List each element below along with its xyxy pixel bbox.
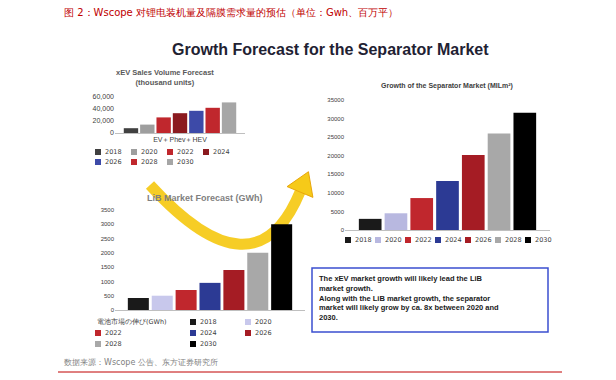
svg-text:2030: 2030 xyxy=(177,158,194,166)
svg-text:数据来源：Wscope 公告、东方证券研究所: 数据来源：Wscope 公告、东方证券研究所 xyxy=(64,358,218,367)
svg-text:2026: 2026 xyxy=(255,329,272,337)
svg-text:2018: 2018 xyxy=(200,318,217,326)
svg-text:Growth of the Separator Market: Growth of the Separator Market (MILm²) xyxy=(381,82,513,90)
svg-text:2500: 2500 xyxy=(101,236,115,242)
svg-text:20000: 20000 xyxy=(327,153,344,159)
svg-text:EV＋Phev＋HEV: EV＋Phev＋HEV xyxy=(153,136,207,143)
svg-text:2030: 2030 xyxy=(535,236,552,244)
svg-text:2020: 2020 xyxy=(385,236,402,244)
svg-text:3500: 3500 xyxy=(101,207,115,213)
svg-text:Growth Forecast for the Separa: Growth Forecast for the Separator Market xyxy=(172,41,489,58)
svg-text:20,000: 20,000 xyxy=(93,117,115,124)
svg-text:3000: 3000 xyxy=(101,221,115,227)
svg-text:2018: 2018 xyxy=(105,148,122,156)
svg-text:2020: 2020 xyxy=(141,148,158,156)
svg-text:2024: 2024 xyxy=(213,148,230,156)
svg-text:0: 0 xyxy=(341,227,345,233)
svg-text:2000: 2000 xyxy=(101,250,115,256)
svg-text:xEV Sales Volume Forecast(thou: xEV Sales Volume Forecast(thousand units… xyxy=(116,68,214,87)
svg-text:2018: 2018 xyxy=(355,236,372,244)
svg-text:25000: 25000 xyxy=(327,134,344,140)
svg-text:500: 500 xyxy=(104,293,115,299)
svg-text:60,000: 60,000 xyxy=(93,93,115,100)
svg-text:2026: 2026 xyxy=(475,236,492,244)
svg-text:2030: 2030 xyxy=(200,340,217,348)
svg-text:2028: 2028 xyxy=(105,340,122,348)
svg-text:30000: 30000 xyxy=(327,116,344,122)
svg-text:2024: 2024 xyxy=(200,329,217,337)
svg-text:電池市場の伸び(GWh): 電池市場の伸び(GWh) xyxy=(97,318,167,326)
svg-text:2020: 2020 xyxy=(255,318,272,326)
svg-text:1500: 1500 xyxy=(101,264,115,270)
svg-text:2028: 2028 xyxy=(141,158,158,166)
svg-text:0: 0 xyxy=(110,129,114,136)
svg-text:2024: 2024 xyxy=(445,236,462,244)
svg-text:图 2：Wscope 对锂电装机量及隔膜需求量的预估（单位：: 图 2：Wscope 对锂电装机量及隔膜需求量的预估（单位：Gwh、百万平） xyxy=(64,7,398,18)
svg-text:LiB Market Forecast (GWh): LiB Market Forecast (GWh) xyxy=(147,193,263,203)
svg-text:The xEV market growth will lik: The xEV market growth will likely lead t… xyxy=(319,274,499,322)
svg-text:40,000: 40,000 xyxy=(93,105,115,112)
svg-text:10000: 10000 xyxy=(327,190,344,196)
svg-text:0: 0 xyxy=(111,307,115,313)
svg-text:2026: 2026 xyxy=(105,158,122,166)
svg-text:1000: 1000 xyxy=(101,279,115,285)
svg-text:2022: 2022 xyxy=(415,236,432,244)
svg-text:2028: 2028 xyxy=(505,236,522,244)
svg-text:2022: 2022 xyxy=(177,148,194,156)
svg-text:5000: 5000 xyxy=(331,209,345,215)
svg-text:15000: 15000 xyxy=(327,171,344,177)
svg-text:35000: 35000 xyxy=(327,97,344,103)
svg-text:2022: 2022 xyxy=(105,329,122,337)
